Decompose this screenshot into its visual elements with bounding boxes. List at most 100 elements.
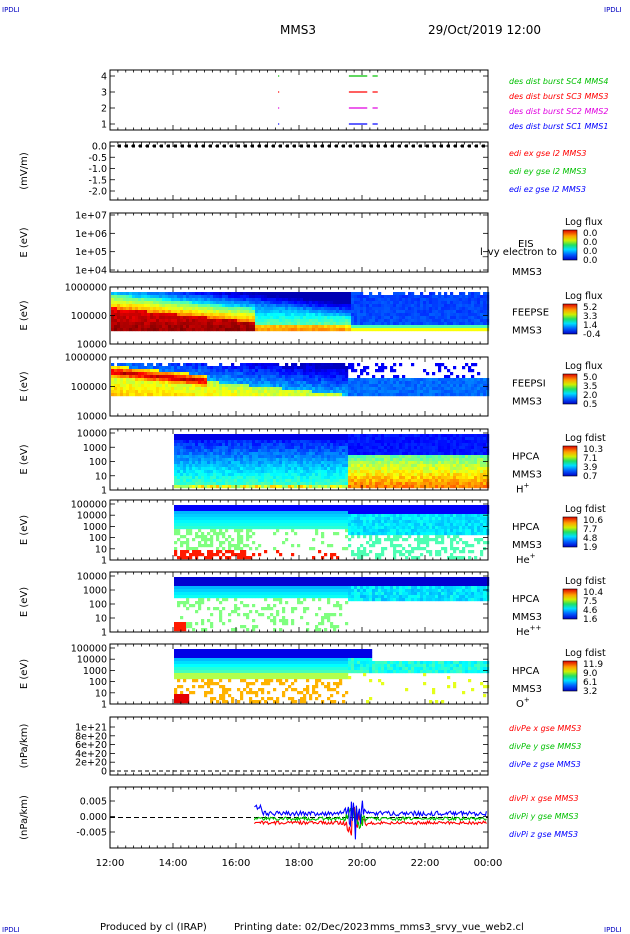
heat-cell xyxy=(393,322,397,326)
heat-cell xyxy=(294,378,298,382)
heat-cell xyxy=(369,384,373,388)
heat-cell xyxy=(186,366,190,370)
heat-cell xyxy=(300,307,304,311)
heat-cell xyxy=(252,434,256,438)
heat-cell xyxy=(207,449,211,453)
heat-cell xyxy=(264,310,268,314)
heat-cell xyxy=(444,387,448,391)
heat-cell xyxy=(288,393,292,397)
heat-cell xyxy=(429,390,433,394)
heat-cell xyxy=(216,378,220,382)
heat-cell xyxy=(309,387,313,391)
heat-cell xyxy=(183,292,187,296)
heat-cell xyxy=(336,310,340,314)
heat-cell xyxy=(168,369,172,373)
heat-cell xyxy=(120,301,124,305)
heat-cell xyxy=(138,310,142,314)
heat-cell xyxy=(273,452,277,456)
heat-cell xyxy=(264,328,268,332)
heat-cell xyxy=(405,310,409,314)
heat-cell xyxy=(396,443,400,447)
heat-cell xyxy=(201,467,205,471)
heat-cell xyxy=(168,325,172,329)
heat-cell xyxy=(465,313,469,317)
heat-cell xyxy=(252,313,256,317)
heat-cell xyxy=(237,390,241,394)
heat-cell xyxy=(141,328,145,332)
heat-cell xyxy=(336,443,340,447)
heat-cell xyxy=(336,473,340,477)
heat-cell xyxy=(345,458,349,462)
heat-cell xyxy=(138,363,142,367)
heat-cell xyxy=(411,307,415,311)
heat-cell xyxy=(249,316,253,320)
heat-cell xyxy=(177,307,181,311)
heat-cell xyxy=(471,393,475,397)
heat-cell xyxy=(456,387,460,391)
heat-cell xyxy=(375,393,379,397)
heat-cell xyxy=(183,304,187,308)
heat-cell xyxy=(402,301,406,305)
heat-cell xyxy=(249,470,253,474)
heat-cell xyxy=(354,325,358,329)
heat-cell xyxy=(183,319,187,323)
heat-cell xyxy=(312,372,316,376)
heat-cell xyxy=(216,458,220,462)
heat-cell xyxy=(360,384,364,388)
heat-cell xyxy=(237,313,241,317)
heat-cell xyxy=(429,298,433,302)
heat-cell xyxy=(393,455,397,459)
heat-cell xyxy=(237,298,241,302)
heat-cell xyxy=(408,393,412,397)
heat-cell xyxy=(240,458,244,462)
heat-cell xyxy=(447,295,451,299)
heat-cell xyxy=(309,369,313,373)
heat-cell xyxy=(267,307,271,311)
heat-cell xyxy=(318,313,322,317)
heat-cell xyxy=(339,476,343,480)
heat-cell xyxy=(324,304,328,308)
heat-cell xyxy=(291,372,295,376)
heat-cell xyxy=(174,295,178,299)
heat-cell xyxy=(339,292,343,296)
heat-cell xyxy=(264,393,268,397)
heat-cell xyxy=(312,479,316,483)
heat-cell xyxy=(372,298,376,302)
heat-cell xyxy=(468,310,472,314)
heat-cell xyxy=(339,298,343,302)
heat-cell xyxy=(390,310,394,314)
heat-cell xyxy=(378,292,382,296)
heat-cell xyxy=(249,458,253,462)
heat-cell xyxy=(186,440,190,444)
heat-cell xyxy=(135,304,139,308)
heat-cell xyxy=(303,375,307,379)
heat-cell xyxy=(246,322,250,326)
heat-cell xyxy=(177,449,181,453)
heat-cell xyxy=(333,461,337,465)
heat-cell xyxy=(258,372,262,376)
heat-cell xyxy=(363,482,367,486)
heat-cell xyxy=(279,381,283,385)
heat-cell xyxy=(465,393,469,397)
heat-cell xyxy=(462,390,466,394)
ylabel-eis: E (eV) xyxy=(19,227,30,257)
heat-cell xyxy=(267,372,271,376)
heat-cell xyxy=(258,455,262,459)
ylabel-edi: (mV/m) xyxy=(19,152,30,190)
heat-cell xyxy=(423,301,427,305)
heat-cell xyxy=(357,316,361,320)
heat-cell xyxy=(228,325,232,329)
heat-cell xyxy=(345,366,349,370)
heat-cell xyxy=(183,461,187,465)
heat-cell xyxy=(252,295,256,299)
heat-cell xyxy=(300,390,304,394)
heat-cell xyxy=(237,384,241,388)
heat-cell xyxy=(294,446,298,450)
heat-cell xyxy=(312,470,316,474)
heat-cell xyxy=(372,328,376,332)
heat-cell xyxy=(309,316,313,320)
heat-cell xyxy=(144,390,148,394)
heat-cell xyxy=(135,316,139,320)
